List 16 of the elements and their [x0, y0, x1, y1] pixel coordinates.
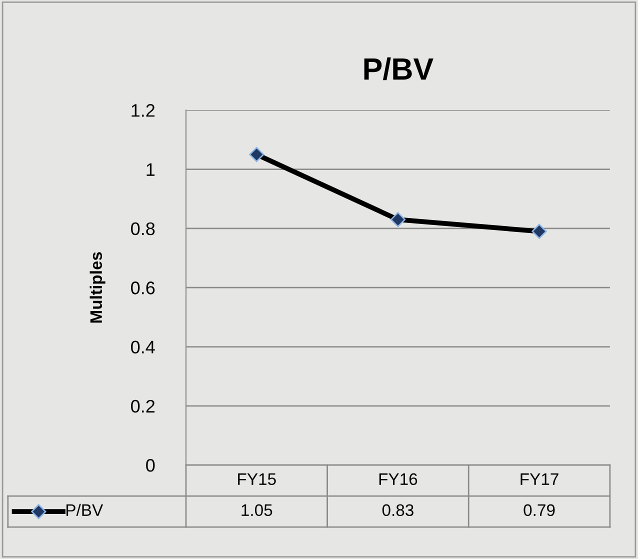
y-tick-label: 0.2 [131, 400, 155, 413]
chart-title: P/BV [364, 57, 434, 80]
data-label: 1.05 [242, 504, 272, 516]
x-tick-label: FY17 [520, 473, 558, 485]
x-tick-label: FY15 [238, 473, 276, 486]
y-tick-label: 0.8 [131, 222, 155, 236]
x-tick-label: FY16 [379, 473, 418, 486]
y-tick-label: 1 [146, 163, 155, 176]
data-label: 0.79 [524, 504, 555, 516]
y-tick-label: 0.6 [131, 282, 155, 294]
data-label: 0.83 [382, 504, 414, 516]
y-tick-label: 1.2 [132, 104, 155, 117]
y-tick-label: 0.4 [131, 340, 155, 354]
y-tick-label: 0 [146, 459, 155, 472]
y-axis-title: Multiples [90, 252, 106, 323]
legend-label: P/BV [66, 504, 104, 516]
